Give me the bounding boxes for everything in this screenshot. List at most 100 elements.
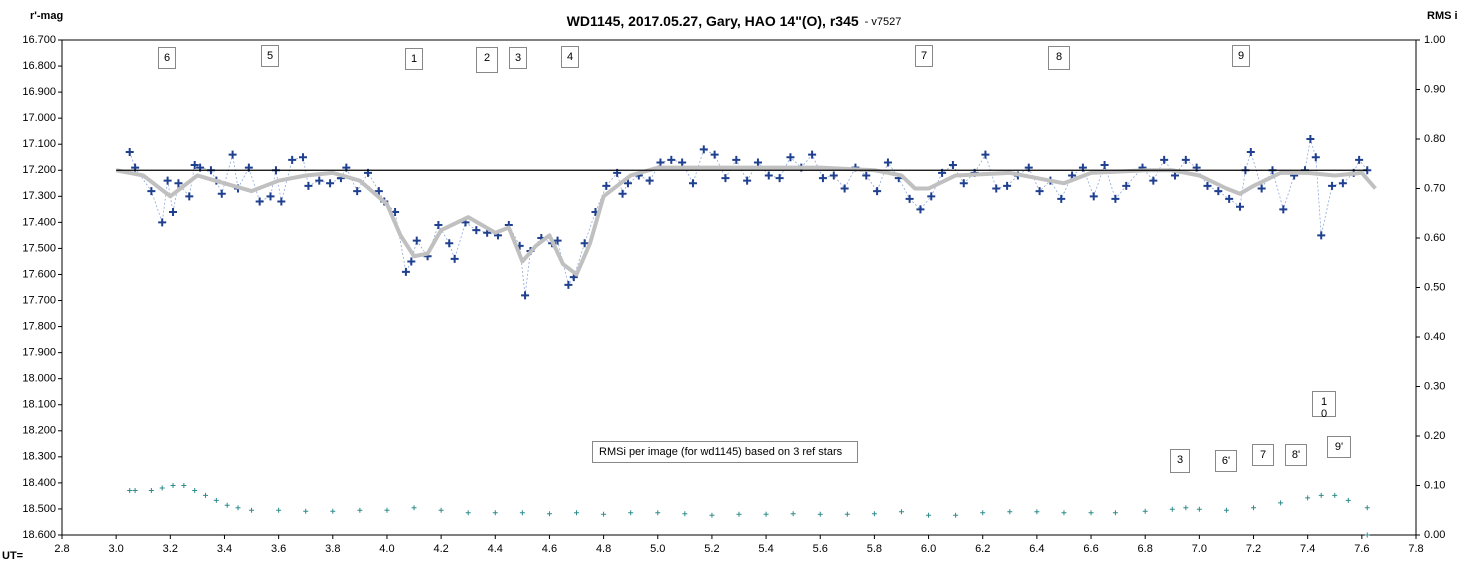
annotation: 7	[915, 45, 933, 67]
data-point	[980, 510, 986, 516]
data-point	[181, 483, 187, 488]
data-point	[916, 205, 925, 214]
data-point	[699, 145, 708, 154]
data-point	[1345, 497, 1351, 503]
data-point	[330, 508, 336, 514]
x-tick-label: 4.4	[488, 543, 503, 555]
smooth-curve	[115, 165, 1377, 277]
data-point	[203, 492, 209, 498]
y-tick-label: 16.900	[22, 86, 56, 98]
data-point	[1111, 194, 1120, 203]
data-point	[840, 184, 849, 193]
x-tick-label: 5.0	[650, 543, 665, 555]
data-point	[1088, 510, 1094, 516]
data-point	[628, 510, 634, 516]
data-point	[959, 179, 968, 188]
data-point	[564, 280, 573, 289]
data-point	[434, 220, 443, 229]
x-tick-label: 4.2	[433, 543, 448, 555]
annotation: 5	[261, 45, 279, 67]
y-tick-label: 17.300	[22, 190, 56, 202]
data-point	[667, 155, 676, 164]
y-tick-label: 17.100	[22, 138, 56, 150]
data-point	[1317, 231, 1326, 240]
data-point	[288, 155, 297, 164]
data-point	[981, 150, 990, 159]
y-tick-label: 18.500	[22, 503, 56, 515]
data-point	[174, 179, 183, 188]
data-point	[721, 174, 730, 183]
data-point	[873, 187, 882, 196]
chart-title: WD1145, 2017.05.27, Gary, HAO 14"(O), r3…	[567, 13, 902, 29]
x-tick-label: 5.2	[704, 543, 719, 555]
x-tick-label: 3.0	[109, 543, 124, 555]
data-point	[1142, 508, 1148, 514]
data-point	[736, 511, 742, 517]
x-tick-label: 4.8	[596, 543, 611, 555]
data-point	[519, 510, 525, 516]
data-point	[224, 502, 230, 508]
data-point	[618, 189, 627, 198]
y-tick-label: 17.500	[22, 242, 56, 254]
data-point	[384, 507, 390, 513]
x-axis-label: UT=	[2, 550, 23, 562]
data-point	[299, 153, 308, 162]
data-point	[1235, 202, 1244, 211]
data-point	[1278, 500, 1284, 506]
y-tick-label: 17.900	[22, 347, 56, 359]
data-point	[953, 512, 959, 518]
data-point	[401, 267, 410, 276]
data-point	[1311, 153, 1320, 162]
y-tick-label: 17.600	[22, 268, 56, 280]
y-tick-label: 18.400	[22, 477, 56, 489]
y-tick-label: 17.000	[22, 112, 56, 124]
y-tick-label: 18.100	[22, 399, 56, 411]
data-point	[1089, 192, 1098, 201]
data-point	[521, 291, 530, 300]
x-tick-label: 6.0	[921, 543, 936, 555]
data-point	[655, 510, 661, 516]
x-tick-label: 6.4	[1029, 543, 1044, 555]
data-point	[829, 171, 838, 180]
y2-tick-label: 0.60	[1424, 232, 1445, 244]
data-point	[374, 187, 383, 196]
data-point	[1061, 510, 1067, 516]
data-point	[623, 179, 632, 188]
data-point	[277, 197, 286, 206]
annotation: 1	[405, 48, 423, 70]
data-point	[1246, 148, 1255, 157]
data-point	[492, 510, 498, 516]
data-point	[1149, 176, 1158, 185]
y2-tick-label: 0.40	[1424, 331, 1445, 343]
data-point	[1112, 510, 1118, 516]
data-point	[1196, 506, 1202, 512]
x-tick-label: 5.8	[867, 543, 882, 555]
data-point	[688, 179, 697, 188]
y2-tick-label: 0.00	[1424, 529, 1445, 541]
data-point	[326, 179, 335, 188]
data-point	[862, 171, 871, 180]
data-point	[764, 171, 773, 180]
data-point	[1338, 179, 1347, 188]
data-point	[1183, 505, 1189, 511]
annotation: 9	[1232, 45, 1250, 67]
x-tick-label: 5.4	[758, 543, 773, 555]
data-point	[602, 181, 611, 190]
data-point	[817, 511, 823, 517]
data-point	[1328, 181, 1337, 190]
annotation: 7	[1252, 444, 1274, 466]
y2-axis-label: RMS i	[1427, 10, 1458, 22]
data-point	[775, 174, 784, 183]
annotation: 6'	[1215, 450, 1237, 472]
x-tick-label: 4.0	[379, 543, 394, 555]
data-point	[163, 176, 172, 185]
data-point	[303, 508, 309, 514]
data-point	[1007, 509, 1013, 515]
data-point	[412, 236, 421, 245]
data-point	[818, 174, 827, 183]
x-tick-label: 3.8	[325, 543, 340, 555]
y2-tick-label: 1.00	[1424, 34, 1445, 46]
annotation: 2	[476, 47, 498, 73]
data-point	[546, 511, 552, 517]
